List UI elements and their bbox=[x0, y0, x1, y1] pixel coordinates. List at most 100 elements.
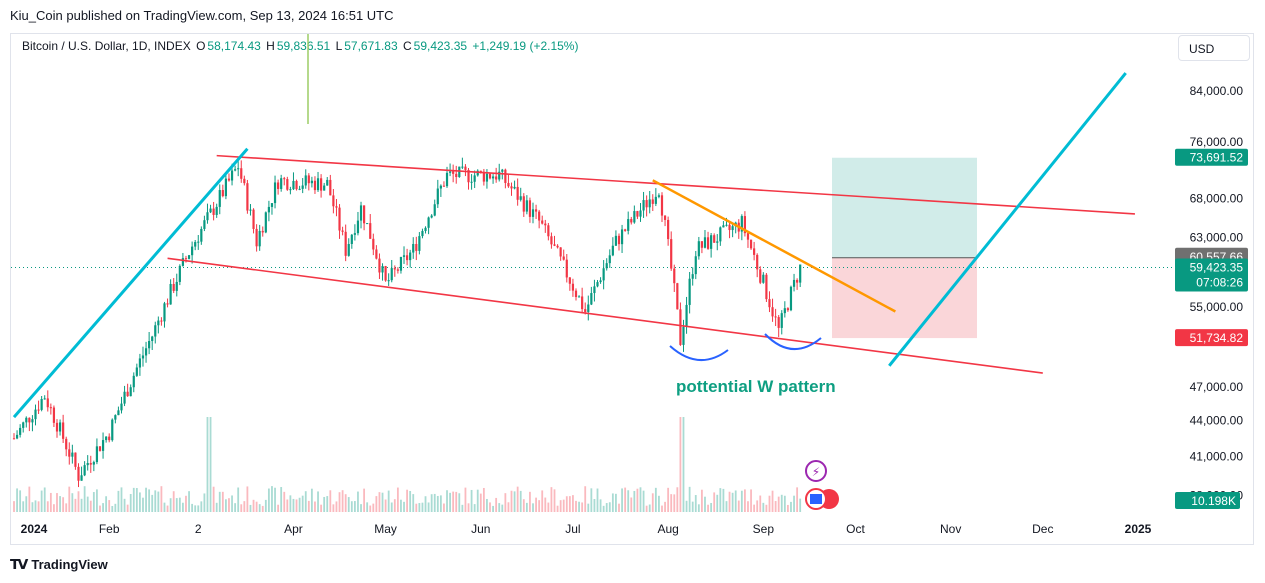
volume-bar bbox=[129, 493, 132, 512]
candle-body bbox=[230, 170, 234, 181]
symbol-name[interactable]: Bitcoin / U.S. Dollar, 1D, INDEX bbox=[22, 39, 191, 53]
candle-body bbox=[528, 200, 532, 217]
time-axis[interactable]: 2024 Feb 2 Apr May Jun Jul Aug Sep Oct Nov Dec 2025 bbox=[21, 522, 1152, 536]
candle-body bbox=[280, 178, 283, 189]
volume-bar bbox=[412, 494, 415, 512]
volume-bar bbox=[642, 490, 645, 512]
low-value: 57,671.83 bbox=[344, 39, 398, 53]
volume-bar bbox=[267, 488, 270, 512]
w-bottom-arc-2[interactable] bbox=[764, 333, 822, 351]
event-icons[interactable]: ⚡ bbox=[805, 460, 839, 510]
candle-body bbox=[522, 196, 525, 212]
candle-body bbox=[295, 180, 298, 190]
open-label: O bbox=[196, 39, 206, 53]
price-badges: 73,691.5260,557.6659,423.3507:08:2651,73… bbox=[1175, 148, 1248, 509]
w-pattern-annotation[interactable]: pottential W pattern bbox=[676, 377, 836, 396]
candle-body bbox=[68, 449, 71, 457]
volume-bar bbox=[200, 501, 203, 512]
candle-body bbox=[771, 307, 774, 317]
volume-bar bbox=[283, 491, 286, 512]
w-bottom-arc-1[interactable] bbox=[669, 345, 729, 362]
tradingview-logo[interactable]: 𝗧𝗩 TradingView bbox=[10, 556, 108, 573]
candle-body bbox=[320, 178, 323, 191]
high-value: 59,836.51 bbox=[276, 39, 331, 53]
lightning-event-icon[interactable] bbox=[805, 460, 827, 482]
candle-body bbox=[353, 233, 356, 235]
volume-bar bbox=[495, 497, 498, 512]
candle-body bbox=[58, 422, 62, 432]
candle-body bbox=[65, 438, 68, 450]
candle-body bbox=[667, 219, 670, 240]
price-tick-label: 68,000.00 bbox=[1190, 192, 1244, 206]
volume-badge-bg bbox=[1175, 492, 1240, 509]
candle-body bbox=[491, 176, 495, 179]
candle-body bbox=[614, 235, 618, 246]
candle-body bbox=[28, 417, 31, 423]
price-axis[interactable]: 84,000.00 76,000.00 68,000.00 63,000.00 55,0… bbox=[1190, 84, 1244, 502]
candle-body bbox=[792, 279, 796, 287]
volume-bar bbox=[323, 496, 326, 512]
volume-bar bbox=[172, 491, 175, 512]
volume-bar bbox=[206, 417, 209, 512]
candle-body bbox=[89, 463, 92, 465]
candle-body bbox=[676, 283, 679, 310]
candle-body bbox=[694, 256, 697, 275]
candle-body bbox=[126, 391, 129, 397]
volume-bar bbox=[96, 489, 98, 512]
candle-body bbox=[630, 219, 633, 223]
time-tick-label: 2024 bbox=[21, 522, 48, 536]
candle-body bbox=[157, 320, 160, 326]
candle-body bbox=[728, 224, 731, 231]
candle-body bbox=[362, 205, 366, 224]
volume-bar bbox=[49, 492, 52, 512]
candle-body bbox=[234, 169, 237, 171]
volume-bar bbox=[516, 486, 519, 512]
trendline-right[interactable] bbox=[888, 72, 1127, 367]
volume-bar bbox=[71, 493, 74, 512]
target-price-badge: 73,691.52 bbox=[1190, 151, 1244, 165]
volume-bar bbox=[590, 488, 593, 512]
target-zone[interactable] bbox=[832, 157, 977, 258]
volume-bar bbox=[77, 491, 80, 512]
volume-bar bbox=[482, 487, 485, 512]
volume-bar bbox=[390, 502, 393, 512]
volume-bar bbox=[261, 505, 264, 512]
descending-resistance-line[interactable] bbox=[652, 179, 896, 313]
candle-body bbox=[310, 180, 313, 184]
volume-bar bbox=[553, 489, 556, 512]
candle-body bbox=[663, 215, 667, 220]
stop-zone[interactable] bbox=[832, 257, 977, 339]
volume-bar bbox=[338, 492, 341, 512]
volume-bar bbox=[225, 499, 227, 512]
candle-body bbox=[15, 434, 19, 439]
candle-body bbox=[209, 208, 212, 213]
volume-bar bbox=[544, 497, 547, 512]
candle-body bbox=[774, 316, 777, 318]
volume-bar bbox=[774, 501, 777, 512]
volume-bar bbox=[400, 499, 402, 512]
candle-body bbox=[378, 258, 381, 273]
channel-upper-line[interactable] bbox=[216, 154, 1135, 215]
volume-bar bbox=[532, 503, 534, 512]
volume-bar bbox=[372, 503, 375, 512]
volume-bar bbox=[332, 504, 335, 512]
trendline-left[interactable] bbox=[12, 147, 249, 419]
candle-body bbox=[442, 185, 446, 187]
volume-bar bbox=[470, 489, 473, 512]
volume-bar bbox=[679, 417, 682, 512]
volume-bar bbox=[673, 494, 676, 512]
volume-bar bbox=[565, 496, 568, 512]
volume-bar bbox=[458, 493, 461, 512]
candle-body bbox=[132, 375, 135, 388]
candle-body bbox=[329, 179, 332, 196]
candle-body bbox=[768, 299, 771, 308]
volume-bar bbox=[163, 502, 166, 512]
volume-bar bbox=[326, 496, 329, 512]
volume-bar bbox=[750, 489, 752, 512]
volume-bar bbox=[34, 500, 37, 512]
candle-body bbox=[710, 235, 713, 249]
candle-body bbox=[381, 266, 384, 273]
currency-button[interactable]: USD bbox=[1178, 35, 1250, 61]
volume-bar bbox=[185, 495, 187, 512]
